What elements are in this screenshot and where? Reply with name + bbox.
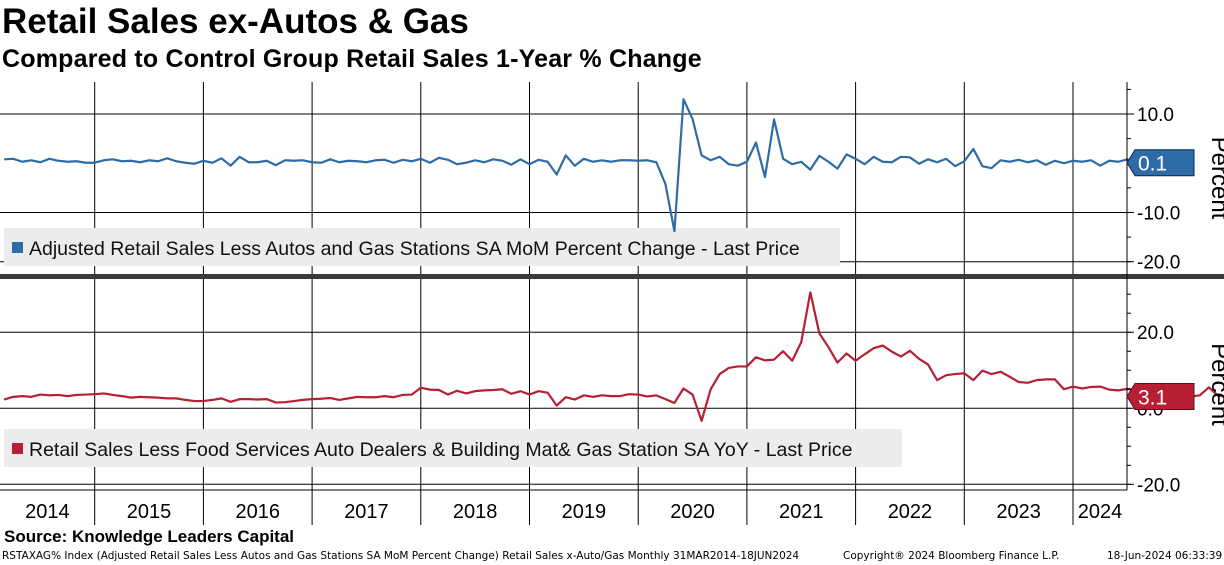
legend-box (4, 429, 902, 467)
series-line-mom (4, 98, 1155, 233)
x-tick-label-year: 2024 (1078, 501, 1123, 523)
y-tick-label: -10.0 (1137, 203, 1180, 224)
axes: 2014 2015 2016 2017 2018 2019 2020 2021 2022 2023… (0, 82, 1224, 523)
last-price-label: 3.1 (1138, 386, 1167, 409)
legend-label: Retail Sales Less Food Services Auto Dea… (29, 439, 852, 461)
x-tick-label-year: 2020 (670, 501, 715, 523)
footer-copyright: Copyright® 2024 Bloomberg Finance L.P. (843, 550, 1060, 562)
legend-label: Adjusted Retail Sales Less Autos and Gas… (29, 238, 800, 260)
y-axis-title: Percent (1206, 137, 1224, 220)
y-tick-label: -20.0 (1137, 253, 1180, 274)
y-axis-title: Percent (1206, 343, 1224, 426)
last-price-label: 0.1 (1138, 153, 1167, 176)
series-lines (3, 98, 1224, 422)
x-tick-label-year: 2019 (562, 501, 607, 523)
y-tick-label: -20.0 (1137, 475, 1180, 496)
legend-swatch (12, 242, 23, 253)
last-price-tag (1126, 149, 1195, 177)
footer-description: RSTAXAG% Index (Adjusted Retail Sales Le… (2, 550, 800, 562)
last-price-tag (1126, 382, 1195, 410)
x-tick-label-year: 2016 (236, 501, 281, 523)
y-tick-label: 20.0 (1137, 323, 1174, 344)
source-note: Source: Knowledge Leaders Capital (4, 527, 295, 546)
x-tick-label-year: 2021 (779, 501, 824, 523)
chart-subtitle: Compared to Control Group Retail Sales 1… (2, 45, 702, 73)
x-tick-label-year: 2014 (25, 501, 70, 523)
chart-title: Retail Sales ex-Autos & Gas (2, 2, 469, 41)
x-tick-label-year: 2015 (127, 501, 172, 523)
series-line-yoy (3, 291, 1224, 422)
x-tick-label-year: 2023 (996, 501, 1041, 523)
legends: Adjusted Retail Sales Less Autos and Gas… (4, 228, 902, 467)
x-tick-label-year: 2018 (453, 501, 498, 523)
legend-swatch (12, 443, 23, 454)
footer-timestamp: 18-Jun-2024 06:33:39 (1107, 550, 1223, 562)
panel-divider (0, 274, 1224, 279)
legend-box (4, 228, 840, 266)
x-tick-label-year: 2017 (344, 501, 389, 523)
x-tick-label-year: 2022 (888, 501, 933, 523)
y-tick-label: 10.0 (1137, 105, 1174, 126)
